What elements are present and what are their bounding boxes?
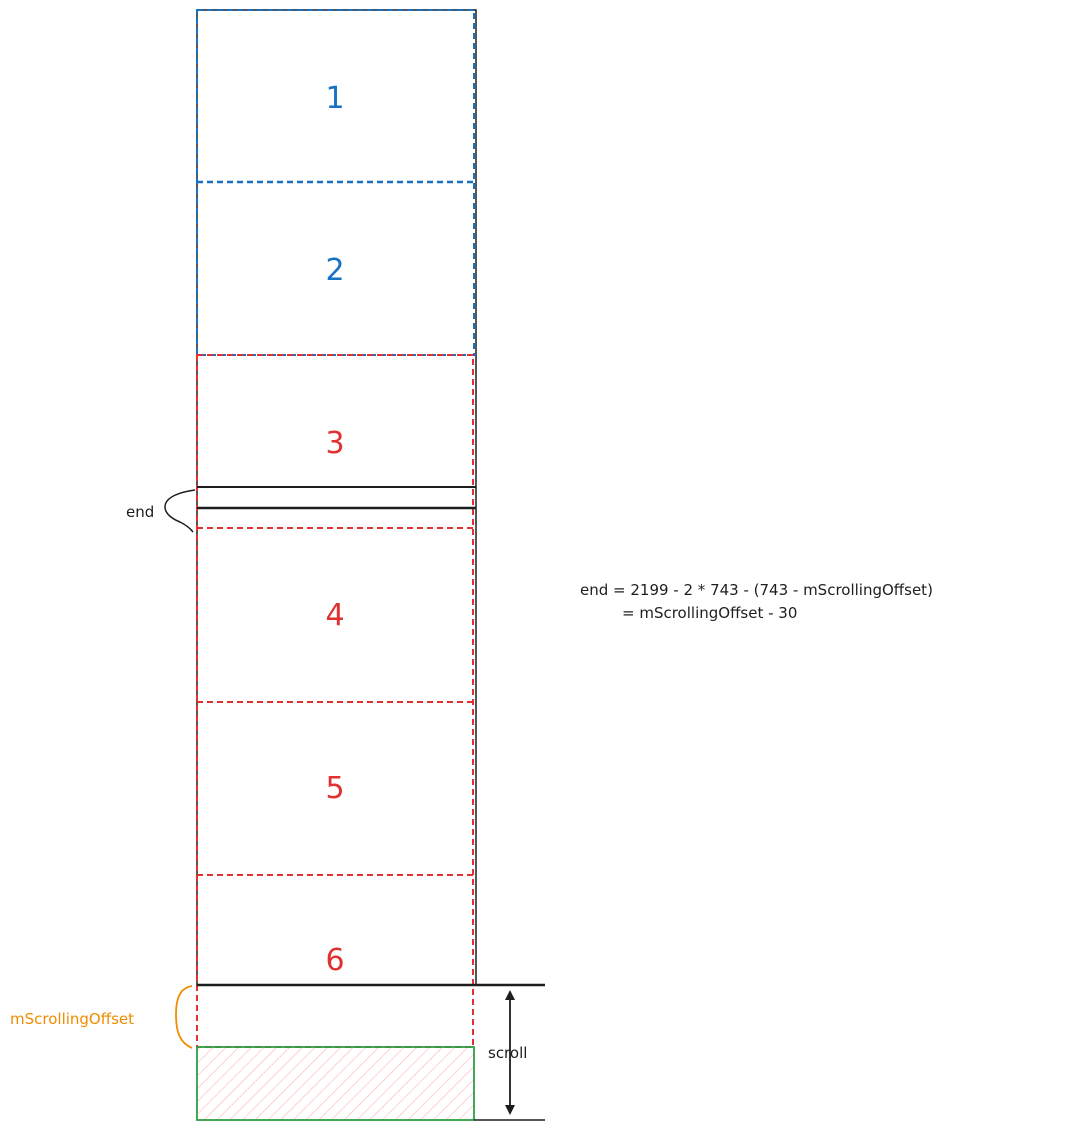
formula-line-2: = mScrollingOffset - 30	[622, 604, 797, 622]
segment-number-1: 1	[325, 81, 344, 116]
formula-line-1: end = 2199 - 2 * 743 - (743 - mScrolling…	[580, 581, 933, 599]
segment-number-3: 3	[325, 426, 344, 461]
end-label: end	[126, 503, 154, 521]
segment-number-2: 2	[325, 253, 344, 288]
hatched-scroll-area	[196, 1046, 475, 1121]
container-outline	[196, 9, 477, 986]
segment-number-4: 4	[325, 598, 344, 633]
scrolling-offset-label: mScrollingOffset	[10, 1010, 134, 1028]
segment-number-6: 6	[325, 943, 344, 978]
segment-number-5: 5	[325, 771, 344, 806]
end-brace	[164, 489, 196, 533]
scroll-label: scroll	[488, 1044, 527, 1062]
scrolling-offset-brace	[175, 985, 193, 1049]
